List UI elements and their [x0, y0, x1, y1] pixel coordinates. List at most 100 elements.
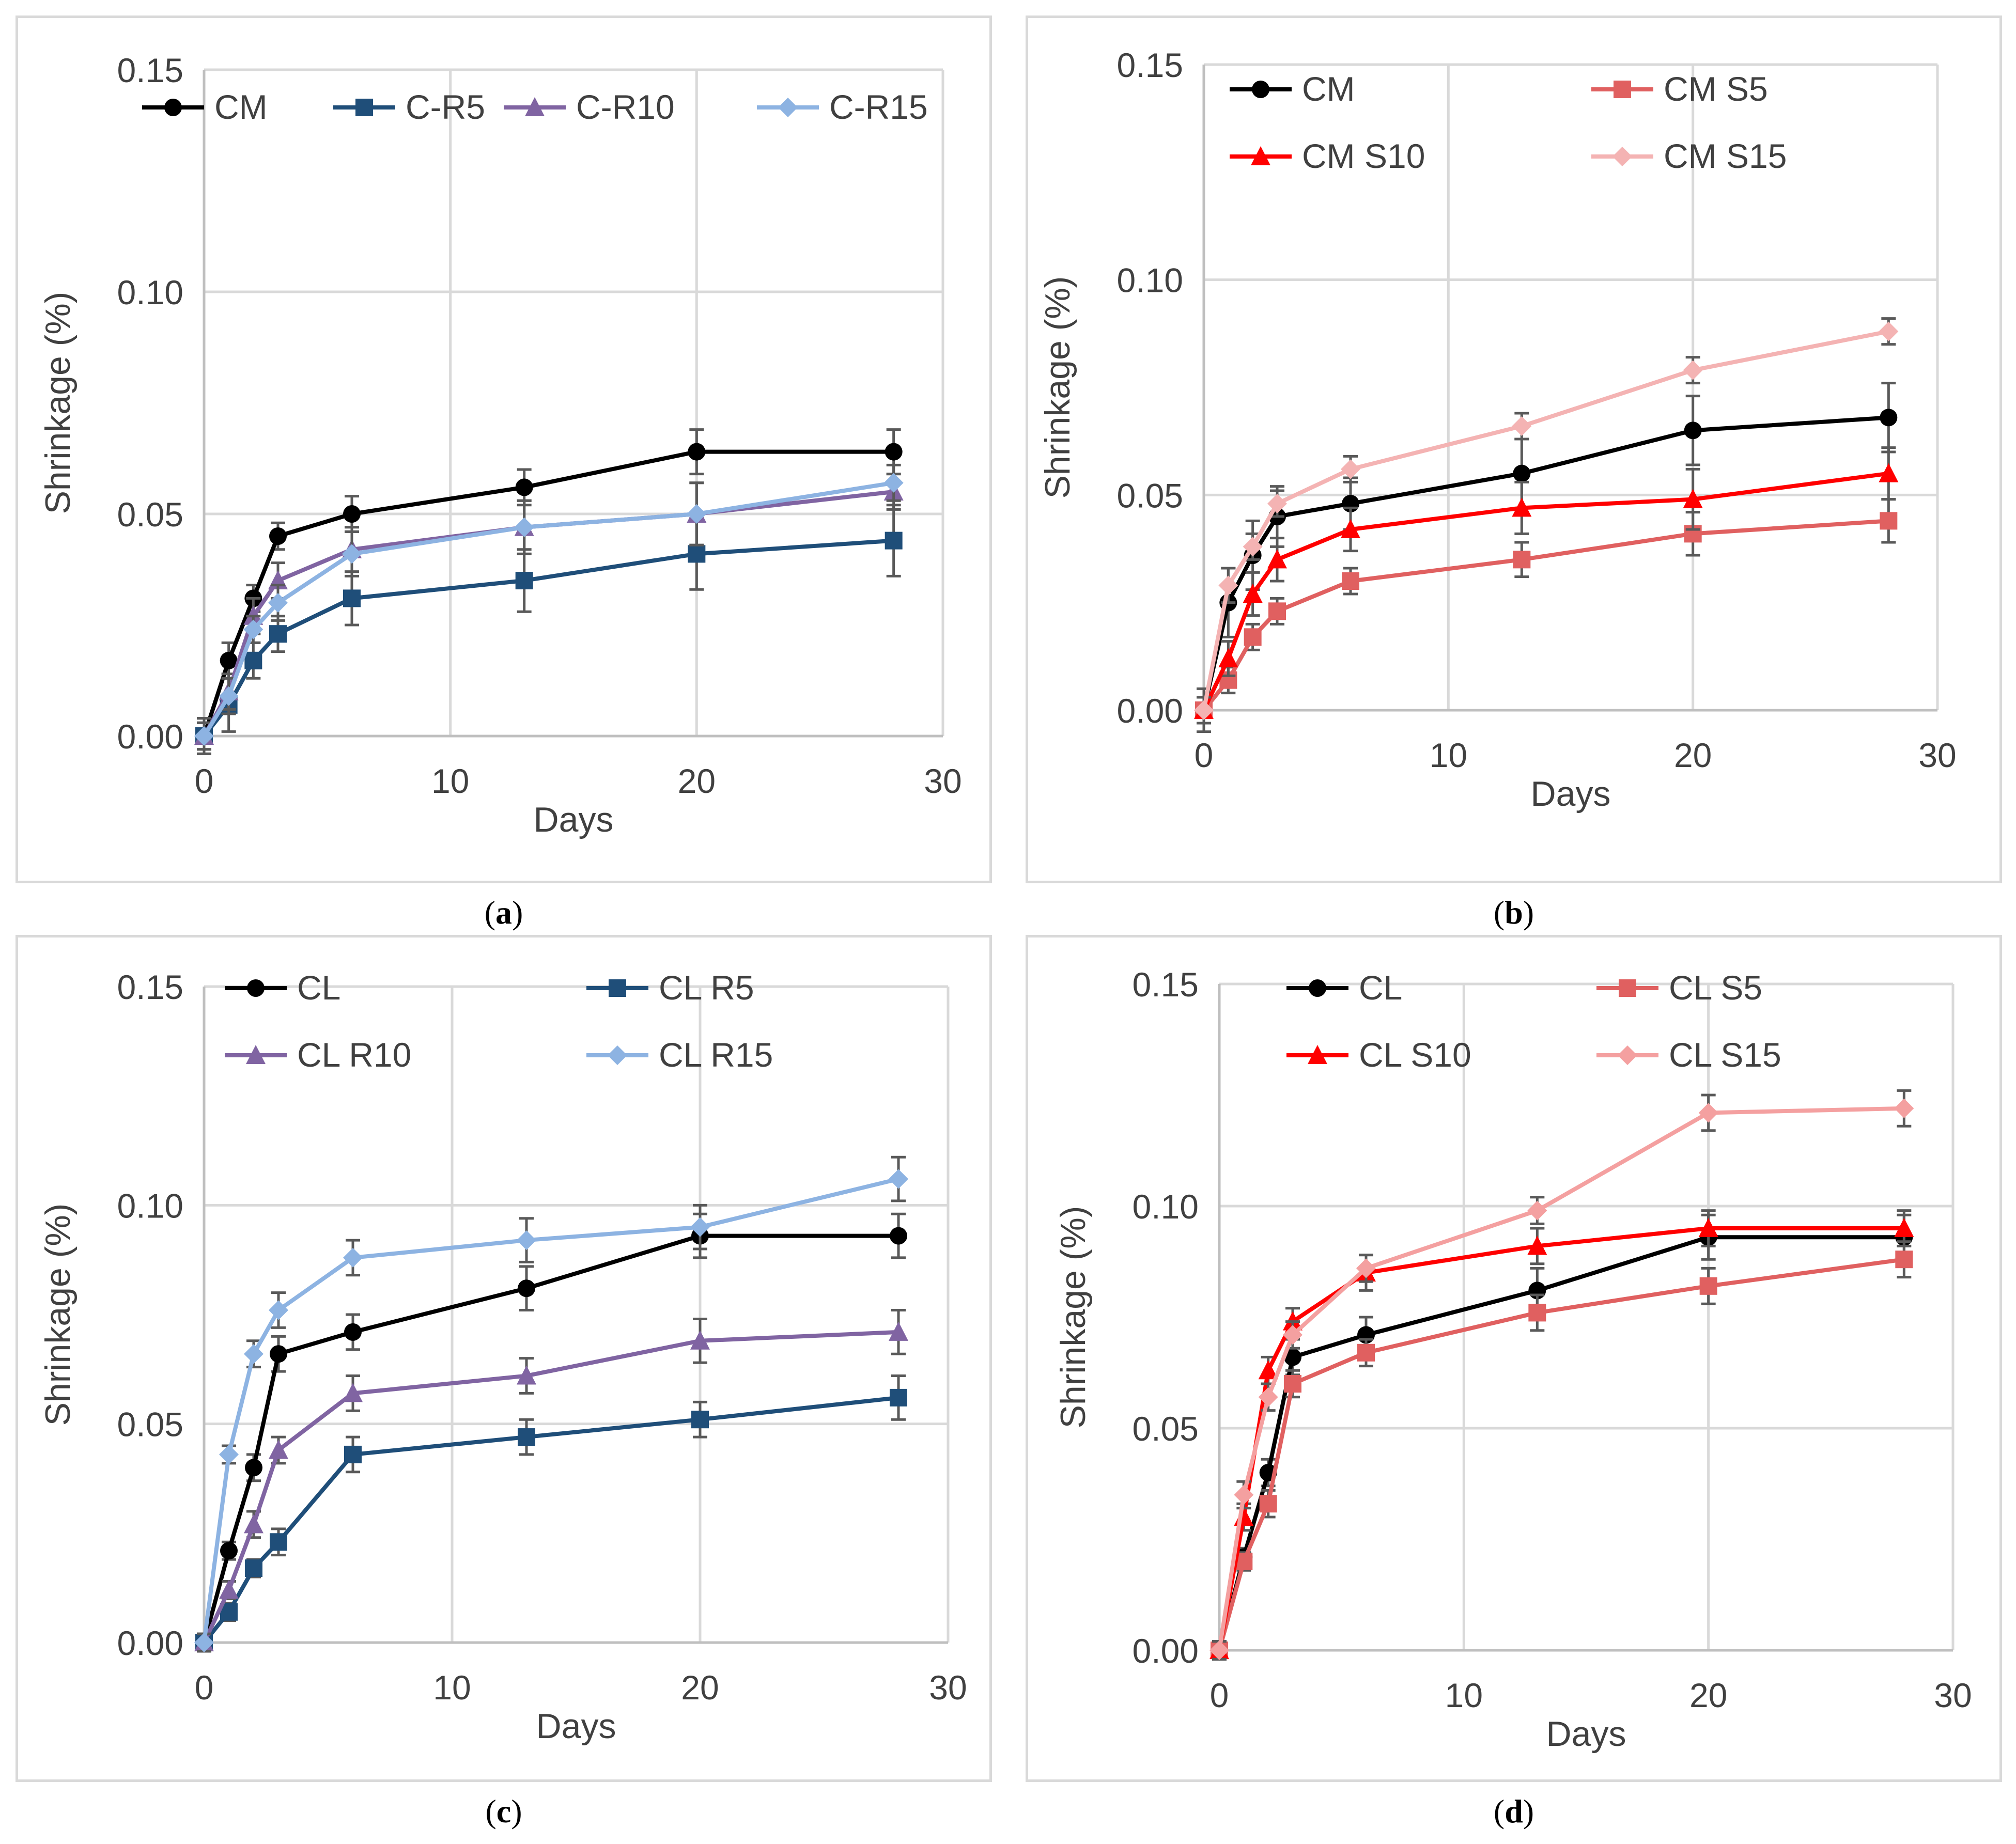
- data-point: [1879, 463, 1899, 482]
- data-point: [220, 651, 238, 669]
- data-point: [688, 443, 706, 461]
- data-point: [1243, 584, 1263, 603]
- data-point: [885, 443, 903, 461]
- data-point: [1880, 409, 1898, 427]
- data-point: [1684, 421, 1702, 440]
- data-point: [244, 1344, 263, 1364]
- data-point: [1341, 519, 1360, 538]
- caption-a: (a): [484, 894, 523, 931]
- data-point: [1357, 1343, 1375, 1362]
- data-point: [1268, 602, 1286, 620]
- data-point: [1894, 1218, 1914, 1237]
- legend-item: CM: [142, 88, 268, 126]
- data-point: [270, 1533, 287, 1551]
- series-line: [1202, 415, 1889, 711]
- data-point: [883, 473, 904, 493]
- panel-b: 0 10 20 30 0.00 0.05 0.10 0.15 Days Shrinkage (%)…: [1026, 15, 2002, 945]
- series-line: [1202, 329, 1889, 711]
- x-tick-label: 30: [1918, 736, 1956, 774]
- data-point: [1512, 416, 1532, 436]
- data-point: [1194, 700, 1214, 720]
- chart-frame-d: 0 10 20 30 0.00 0.05 0.10 0.15 Days Shrinkage (%)…: [1026, 935, 2002, 1782]
- y-tick-label: 0.15: [1117, 46, 1183, 84]
- legend-swatch-marker: [609, 979, 626, 997]
- legend-item: C-R10: [504, 88, 675, 126]
- data-point: [1234, 1485, 1254, 1505]
- data-point: [220, 1542, 238, 1560]
- data-point: [1209, 1640, 1229, 1660]
- data-point: [890, 1227, 907, 1245]
- data-point: [1879, 321, 1899, 341]
- data-point: [1341, 459, 1360, 479]
- data-point: [343, 589, 361, 607]
- data-point: [1528, 1304, 1546, 1322]
- y-tick-label: 0.00: [117, 1624, 183, 1662]
- legend-label: CL R5: [659, 968, 754, 1007]
- chart-a: 0 10 20 30 0.00 0.05 0.10 0.15 Days Shrinkage (%)…: [38, 51, 962, 839]
- data-point: [885, 532, 903, 550]
- legend: CM CM S5 CM S10 CM S15: [1230, 70, 1787, 175]
- series-cm: [195, 428, 903, 755]
- y-tick-label: 0.05: [1117, 476, 1183, 514]
- data-point: [515, 478, 533, 496]
- chart-frame-c: 0 10 20 30 0.00 0.05 0.10 0.15 Days Shrinkage (%)…: [15, 935, 992, 1782]
- y-tick-label: 0.05: [117, 495, 183, 534]
- legend-label: CL R10: [297, 1036, 411, 1074]
- x-tick-label: 0: [1210, 1676, 1229, 1714]
- series-line: [1217, 1226, 1904, 1651]
- legend-swatch-marker: [608, 1045, 627, 1065]
- data-point: [343, 1247, 363, 1268]
- y-tick-label: 0.00: [1133, 1632, 1199, 1670]
- data-point: [517, 1365, 536, 1385]
- data-point: [269, 527, 287, 545]
- data-point: [1513, 551, 1531, 569]
- legend-item: CL S5: [1596, 968, 1762, 1007]
- gridlines: [1204, 63, 1939, 710]
- legend-swatch-marker: [525, 97, 545, 116]
- data-point: [1243, 537, 1263, 557]
- x-tick-label: 20: [681, 1668, 719, 1707]
- legend-label: CL S5: [1669, 968, 1762, 1007]
- series-cl-r10: [194, 1309, 908, 1653]
- x-axis-title: Days: [536, 1707, 616, 1746]
- chart-b: 0 10 20 30 0.00 0.05 0.10 0.15 Days Shrinkage (%)…: [1038, 46, 1957, 814]
- series-cl-r5: [195, 1374, 907, 1653]
- y-axis-title: Shrinkage (%): [38, 1204, 77, 1426]
- series-cm-s10: [1194, 446, 1899, 725]
- legend-swatch-marker: [1251, 146, 1270, 165]
- x-tick-label: 0: [195, 1668, 214, 1707]
- panel-c: 0 10 20 30 0.00 0.05 0.10 0.15 Days Shrinkage (%)…: [15, 935, 992, 1844]
- data-point: [1267, 494, 1287, 513]
- legend-label: CL: [1359, 968, 1402, 1007]
- data-point: [1244, 628, 1262, 646]
- series-cl-s10: [1209, 1209, 1914, 1661]
- legend: CM C-R5 C-R10 C-R15: [142, 88, 928, 126]
- series-line: [202, 480, 894, 738]
- data-point: [1218, 648, 1238, 667]
- y-tick-label: 0.00: [1117, 692, 1183, 730]
- data-point: [342, 544, 362, 564]
- data-point: [890, 1388, 907, 1407]
- x-tick-label: 30: [929, 1668, 967, 1707]
- legend-swatch-marker: [246, 1045, 266, 1064]
- data-point: [269, 625, 287, 643]
- series-line: [202, 1395, 899, 1644]
- legend-item: C-R5: [333, 88, 485, 126]
- legend-swatch-marker: [1619, 979, 1636, 997]
- series-cl: [195, 1212, 907, 1653]
- chart-frame-b: 0 10 20 30 0.00 0.05 0.10 0.15 Days Shrinkage (%)…: [1026, 15, 2002, 883]
- x-tick-label: 10: [1430, 736, 1467, 774]
- x-tick-label: 0: [1195, 736, 1214, 774]
- x-tick-label: 20: [1689, 1676, 1727, 1714]
- data-point: [1512, 497, 1532, 517]
- data-point: [1259, 1495, 1277, 1513]
- legend-swatch-marker: [1252, 81, 1269, 98]
- y-tick-label: 0.05: [1133, 1410, 1199, 1448]
- legend-swatch-marker: [1308, 1045, 1327, 1064]
- data-point: [269, 1440, 288, 1459]
- series-line: [1217, 1235, 1904, 1651]
- legend-label: CM: [214, 88, 268, 126]
- data-point: [1527, 1236, 1547, 1255]
- data-point: [269, 1300, 288, 1320]
- series-c-r10: [194, 473, 904, 751]
